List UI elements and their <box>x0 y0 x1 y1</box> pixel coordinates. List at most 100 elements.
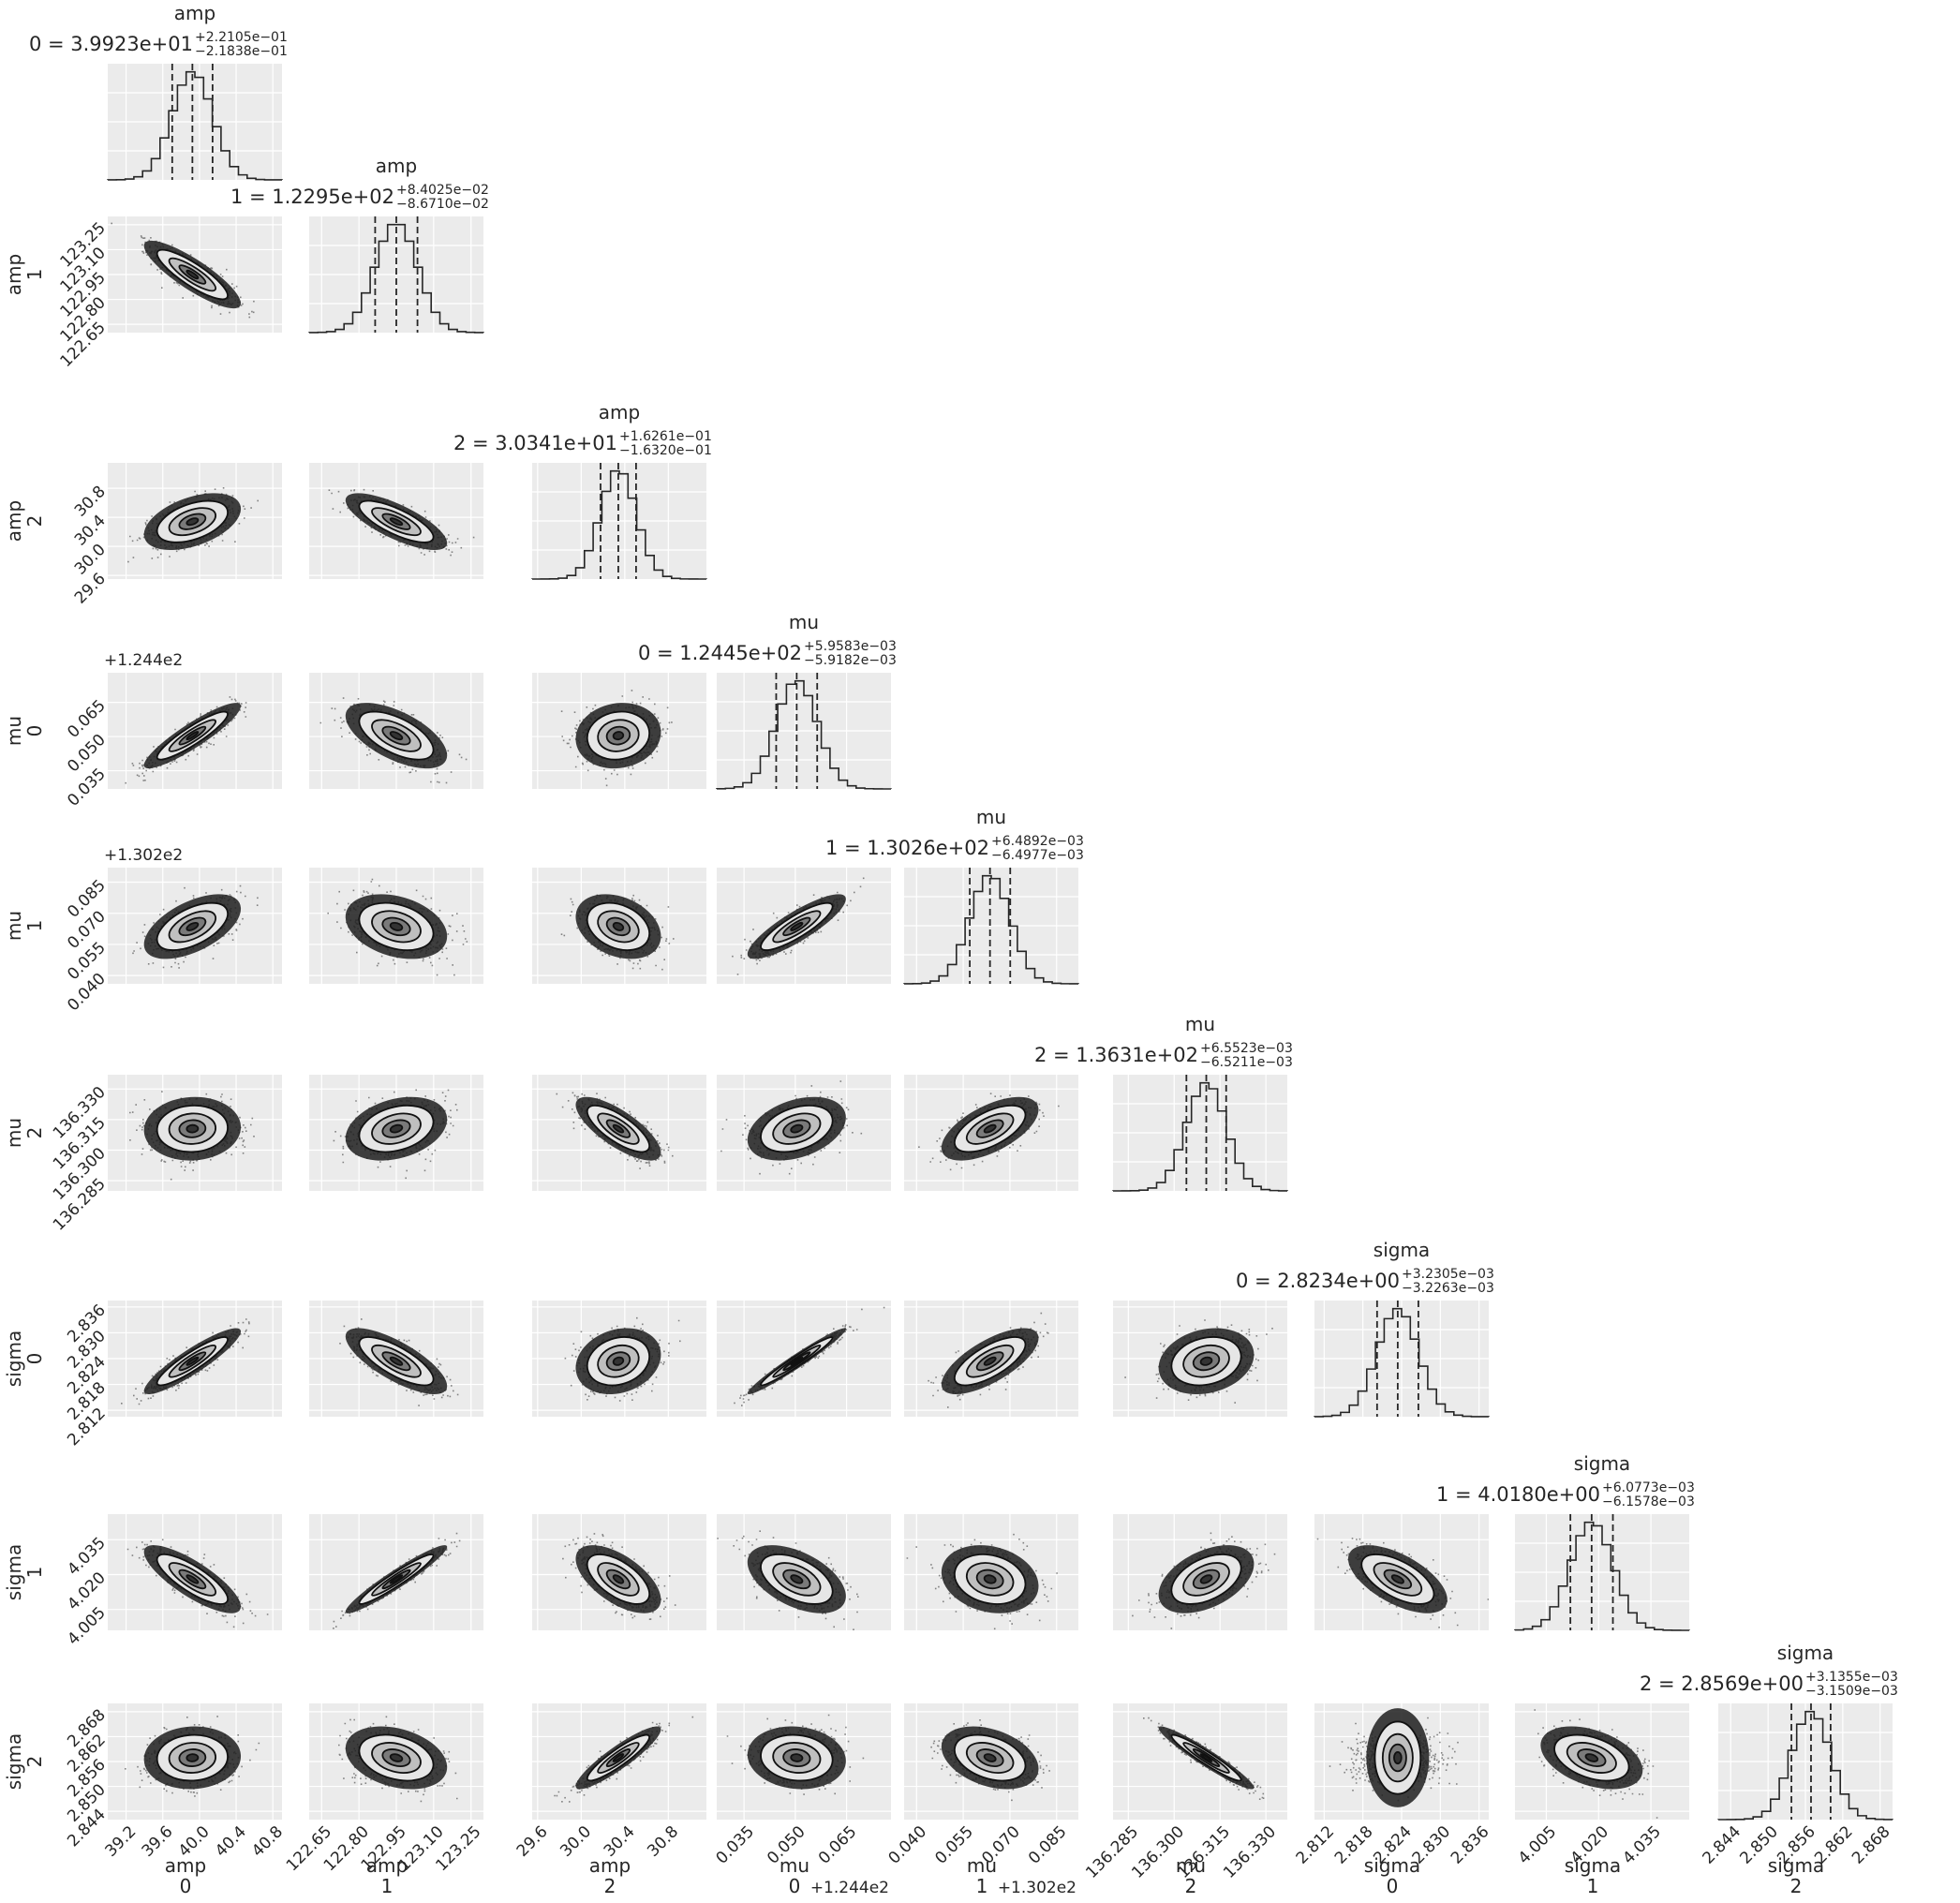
scatter-panel-2-1 <box>309 463 483 579</box>
param-upper-error: +6.0773e−03 <box>1602 1480 1695 1495</box>
scatter-panel-8-2 <box>532 1703 706 1820</box>
sample-cloud <box>327 878 468 976</box>
x-axis-index: 1 <box>381 1875 393 1897</box>
density-contour <box>389 1753 404 1762</box>
x-tick-label: 40.4 <box>212 1822 250 1861</box>
x-axis-name: sigma <box>1768 1854 1824 1877</box>
panel-title-6: sigma 0 = 2.8234e+00 +3.2305e−03−3.2263e−0… <box>1236 1239 1494 1296</box>
scatter-panel-8-1 <box>309 1703 483 1820</box>
density-contour <box>1199 1574 1213 1584</box>
x-tick-label: 0.040 <box>885 1822 931 1868</box>
y-tick-label: 29.6 <box>71 570 110 608</box>
density-contour <box>790 1356 804 1366</box>
y-tick-label: 30.8 <box>71 483 110 521</box>
x-axis-offset: +1.302e2 <box>998 1879 1077 1897</box>
x-axis-index: 2 <box>604 1875 616 1897</box>
y-axis-name: sigma <box>3 1544 25 1600</box>
x-axis-name: mu <box>967 1854 997 1877</box>
sample-cloud <box>560 690 673 787</box>
param-name: mu <box>789 611 819 633</box>
param-name: amp <box>376 155 417 177</box>
x-axis-name: sigma <box>1565 1854 1621 1877</box>
panel-title-7: sigma 1 = 4.0180e+00 +6.0773e−03−6.1578e−0… <box>1436 1452 1695 1509</box>
y-axis-name: mu <box>3 716 25 746</box>
sample-cloud <box>556 1092 674 1169</box>
x-axis-name: mu <box>780 1854 809 1877</box>
param-summary: 0 = 2.8234e+00 <box>1236 1270 1400 1292</box>
scatter-panel-6-4 <box>904 1301 1078 1417</box>
sample-cloud <box>111 222 255 319</box>
x-tick-label: 2.812 <box>1293 1822 1339 1868</box>
y-axis-offset: +1.244e2 <box>104 651 183 670</box>
density-contour <box>389 1356 404 1366</box>
hist-panel-5-5 <box>1112 1075 1288 1192</box>
density-contour <box>186 1753 200 1762</box>
scatter-panel-7-2 <box>532 1514 706 1630</box>
x-tick-label: 4.005 <box>1515 1822 1561 1868</box>
param-summary: 1 = 4.0180e+00 <box>1436 1483 1600 1506</box>
density-contour <box>186 1123 200 1134</box>
param-upper-error: +3.2305e−03 <box>1402 1267 1494 1282</box>
sample-cloud <box>726 1714 865 1795</box>
param-upper-error: +8.4025e−02 <box>396 183 489 198</box>
param-upper-error: +3.1355e−03 <box>1805 1670 1898 1685</box>
sample-cloud <box>338 1716 458 1803</box>
density-contour <box>186 731 200 741</box>
density-contour <box>389 1123 404 1134</box>
density-contour <box>612 921 625 931</box>
scatter-panel-5-1 <box>309 1075 483 1191</box>
x-axis-index: 0 <box>789 1875 801 1897</box>
sample-cloud <box>928 1312 1049 1408</box>
sample-cloud <box>125 696 247 784</box>
y-axis-index: 2 <box>23 1756 46 1768</box>
sample-cloud <box>918 1093 1060 1171</box>
y-tick-label: 30.0 <box>71 541 110 579</box>
histogram-step <box>1112 1081 1288 1192</box>
y-axis-index: 1 <box>23 920 46 932</box>
y-axis-index: 1 <box>23 1567 46 1579</box>
scatter-panel-4-3 <box>717 868 891 984</box>
sample-cloud <box>732 877 865 975</box>
y-axis-name: sigma <box>3 1733 25 1790</box>
param-lower-error: −6.4977e−03 <box>991 848 1084 863</box>
param-name: sigma <box>1373 1239 1430 1261</box>
scatter-panel-4-1 <box>309 868 483 984</box>
scatter-panel-5-4 <box>904 1075 1078 1191</box>
density-contour <box>790 1123 804 1134</box>
param-lower-error: −8.6710e−02 <box>396 197 489 212</box>
param-lower-error: −3.2263e−03 <box>1402 1281 1494 1296</box>
x-tick-label: 0.065 <box>815 1822 861 1868</box>
y-tick-label: 4.035 <box>64 1534 110 1580</box>
scatter-panel-7-6 <box>1314 1514 1489 1630</box>
sample-cloud <box>1316 1538 1489 1628</box>
density-contour <box>983 1574 997 1584</box>
density-contour <box>186 517 200 527</box>
param-summary: 2 = 2.8569e+00 <box>1640 1673 1804 1695</box>
density-contour <box>1199 1356 1213 1366</box>
panel-title-4: mu 1 = 1.3026e+02 +6.4892e−03−6.4977e−03 <box>825 806 1084 863</box>
scatter-panel-5-2 <box>532 1075 706 1191</box>
density-contour <box>389 731 404 741</box>
param-upper-error: +1.6261e−01 <box>619 429 712 444</box>
scatter-panel-3-1 <box>309 673 483 789</box>
density-contour <box>612 1356 625 1366</box>
scatter-panel-7-3 <box>717 1514 891 1630</box>
scatter-panel-5-3 <box>717 1075 891 1191</box>
histogram-step <box>531 469 707 580</box>
density-contour <box>1390 1574 1404 1584</box>
y-tick-label: 30.4 <box>71 512 110 550</box>
y-axis-name: mu <box>3 1118 25 1148</box>
density-contour <box>612 1123 625 1134</box>
y-axis-index: 1 <box>23 269 46 281</box>
param-summary: 2 = 1.3631e+02 <box>1034 1044 1198 1066</box>
param-name: sigma <box>1777 1642 1834 1664</box>
